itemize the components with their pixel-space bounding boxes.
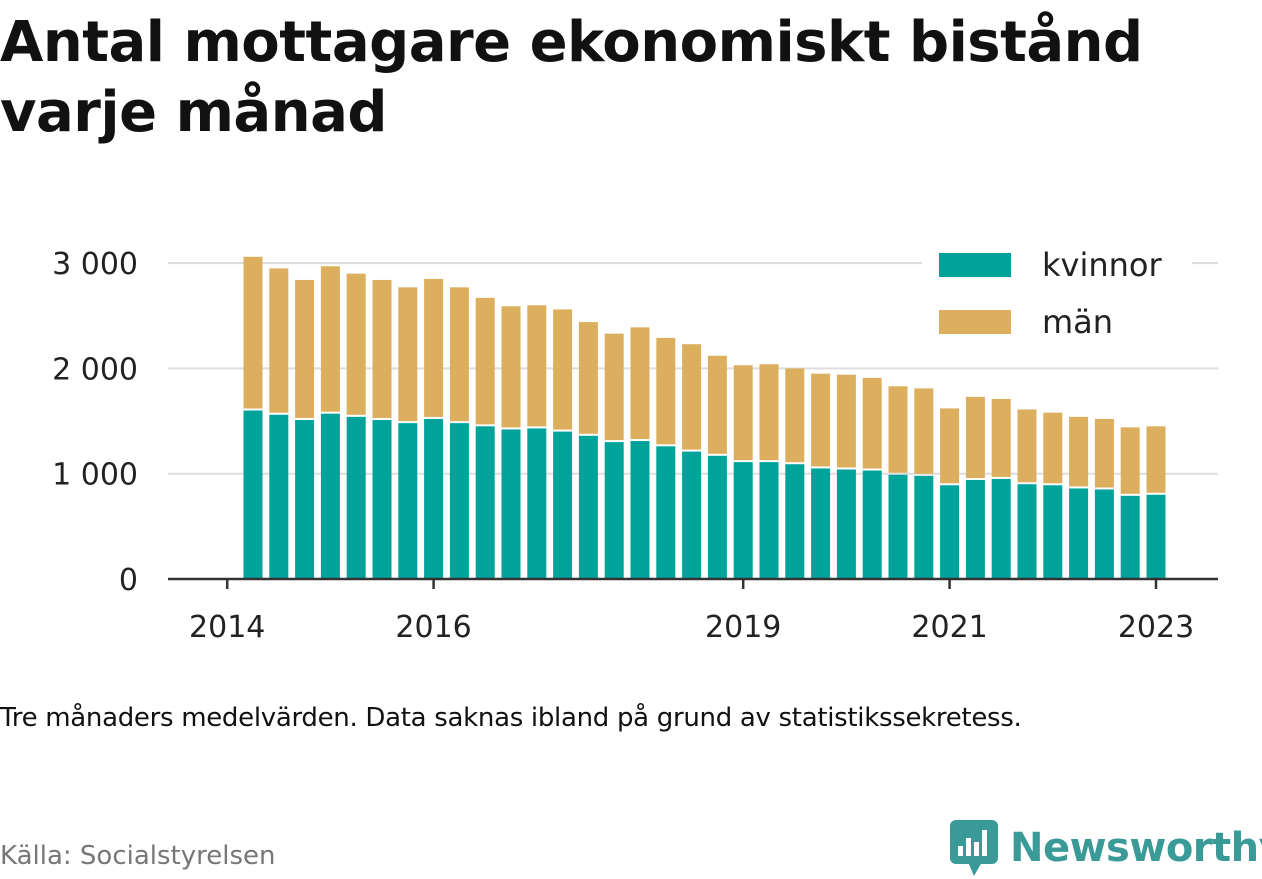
bar-kvinnor [707,455,727,579]
bar-man [707,355,727,454]
bar-kvinnor [269,414,289,579]
legend-swatch [939,310,1011,334]
bar-kvinnor [398,423,418,579]
stacked-bar-chart: 0 1 000 2 000 3 000 2014 2016 2019 2021 2023 kvi… [52,246,1218,645]
bar-kvinnor [862,470,882,579]
bar-kvinnor [320,413,340,579]
bar-kvinnor [991,478,1011,579]
brand-logo: Newsworthy [948,818,1262,878]
bar-kvinnor [1069,488,1089,579]
bar-kvinnor [578,435,598,579]
bar-kvinnor [965,480,985,579]
bar-man [346,273,366,415]
brand-name: Newsworthy [1010,825,1262,871]
x-tick-label: 2019 [705,610,781,645]
bar-chart-speech-bubble-icon [950,820,998,876]
bar-kvinnor [888,474,908,579]
bar-man [733,365,753,461]
chart-note: Tre månaders medelvärden. Data saknas ib… [0,703,1022,733]
bar-man [553,309,573,430]
axes: 0 1 000 2 000 3 000 2014 2016 2019 2021 2023 [52,247,1218,645]
bar-kvinnor [1120,495,1140,579]
legend-label: män [1042,303,1113,341]
bar-kvinnor [1094,489,1114,579]
bar-kvinnor [656,446,676,579]
bars [243,256,1166,579]
y-tick-label: 2 000 [52,352,138,387]
bar-kvinnor [372,419,392,579]
bar-kvinnor [501,429,521,579]
bar-man [811,373,831,467]
bar-man [501,306,521,428]
bar-man [424,278,444,417]
bar-man [269,268,289,413]
bar-man [862,377,882,469]
bar-man [1069,416,1089,487]
bar-man [1120,427,1140,494]
bar-man [888,386,908,473]
bar-kvinnor [1017,484,1037,579]
bar-man [759,364,779,461]
bar-kvinnor [475,426,495,579]
bar-kvinnor [346,416,366,579]
bar-man [243,256,263,409]
bar-man [991,398,1011,477]
bar-man [656,337,676,445]
bar-kvinnor [604,442,624,579]
bar-man [604,333,624,441]
source-credit: Källa: Socialstyrelsen [0,841,276,871]
bar-kvinnor [553,431,573,579]
bar-kvinnor [682,451,702,579]
y-tick-label: 3 000 [52,247,138,282]
bar-kvinnor [785,464,805,579]
legend: kvinnor män [922,246,1192,349]
bar-man [630,327,650,440]
bar-kvinnor [630,441,650,579]
bar-man [914,388,934,474]
bar-kvinnor [243,410,263,579]
x-tick-label: 2021 [911,610,987,645]
bar-kvinnor [940,485,960,579]
bar-man [1043,412,1063,484]
y-tick-label: 0 [119,563,138,598]
bar-man [578,322,598,434]
bar-kvinnor [733,462,753,579]
bar-kvinnor [527,428,547,579]
bar-man [398,287,418,422]
chart-title: Antal mottagare ekonomiskt bistånd varje… [0,10,1143,145]
x-tick-label: 2016 [395,610,471,645]
bar-kvinnor [759,462,779,579]
bar-man [682,344,702,450]
bar-kvinnor [811,468,831,579]
bar-kvinnor [295,419,315,579]
bar-man [785,368,805,463]
bar-kvinnor [836,469,856,579]
bar-man [449,287,469,422]
bar-man [1017,409,1037,483]
x-tick-label: 2014 [189,610,265,645]
bar-man [527,305,547,427]
bar-man [1094,418,1114,488]
bar-man [372,279,392,418]
bar-man [320,266,340,412]
bar-kvinnor [1146,494,1166,579]
y-tick-label: 1 000 [52,458,138,493]
bar-kvinnor [449,423,469,579]
bar-man [836,374,856,468]
x-tick-label: 2023 [1118,610,1194,645]
bar-man [940,408,960,484]
bar-man [295,279,315,418]
legend-swatch [939,253,1011,277]
bar-kvinnor [1043,485,1063,579]
bar-man [965,396,985,479]
bar-man [475,297,495,425]
bar-kvinnor [424,418,444,579]
legend-label: kvinnor [1042,246,1163,284]
bar-kvinnor [914,475,934,579]
bar-man [1146,426,1166,493]
